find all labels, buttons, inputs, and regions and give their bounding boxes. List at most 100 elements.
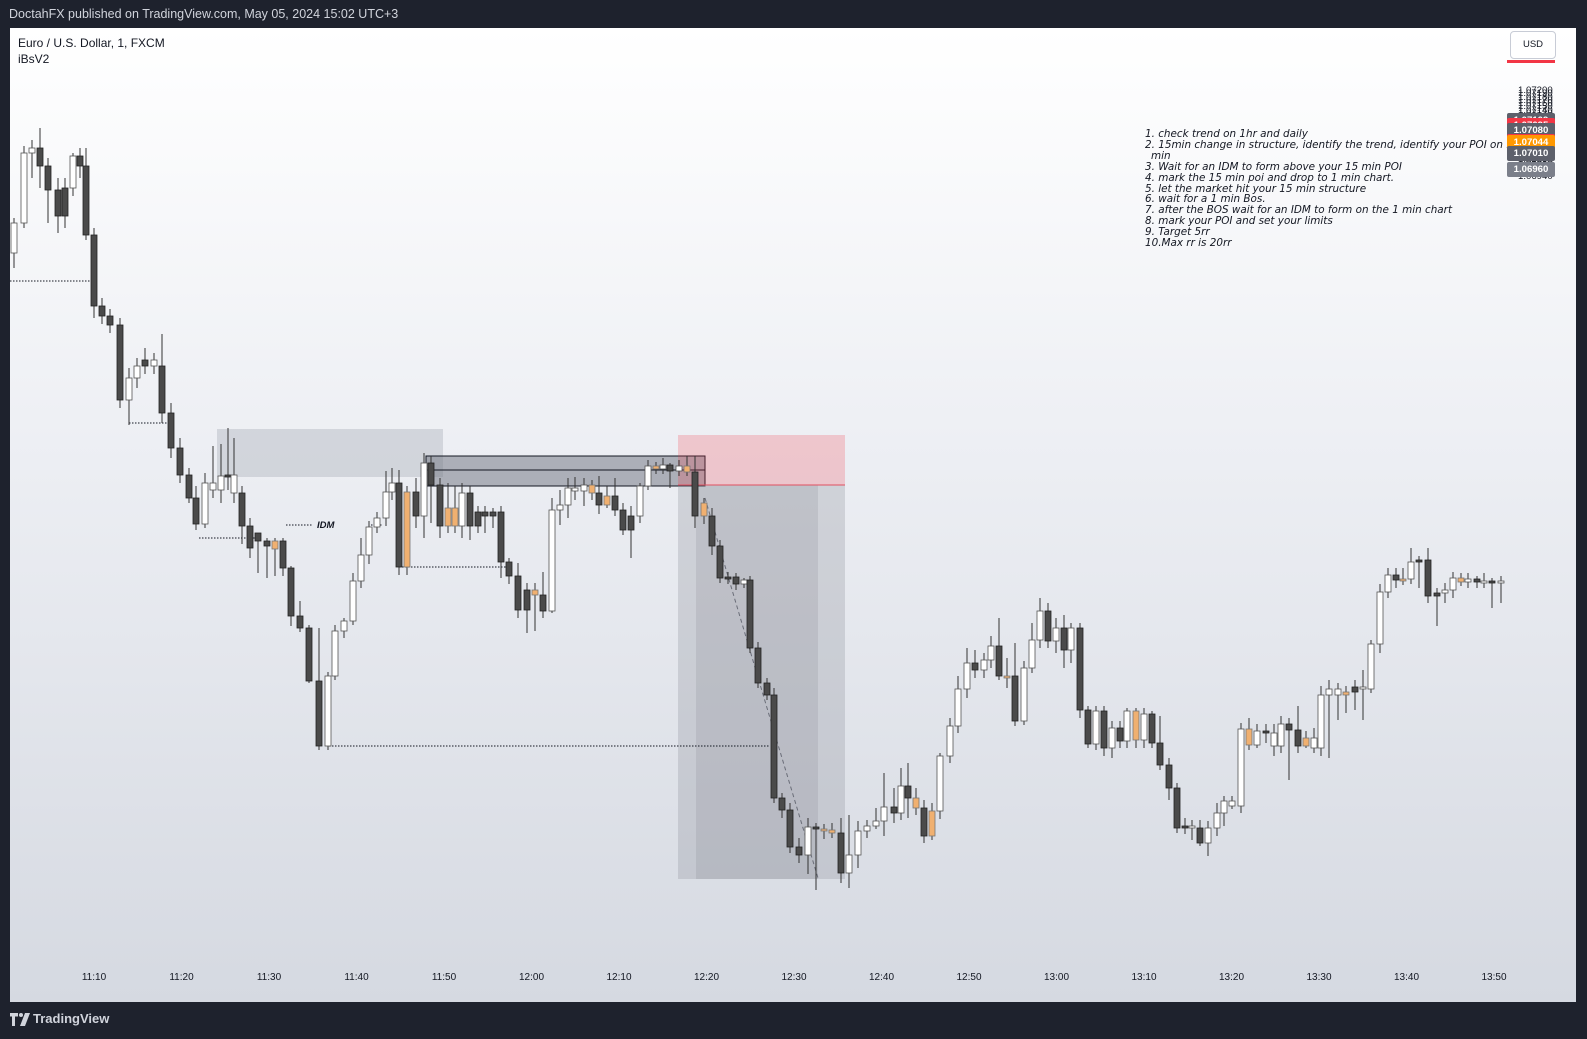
candle-body	[1181, 825, 1189, 829]
indicator-label[interactable]: iBsV2	[18, 52, 50, 66]
candle-body	[740, 579, 748, 585]
candle-body	[365, 526, 373, 556]
candle-body	[1342, 691, 1350, 696]
candle-body	[770, 694, 778, 799]
currency-button[interactable]: USD	[1510, 31, 1556, 59]
candle-body	[1367, 643, 1375, 690]
candle-body	[1262, 730, 1270, 734]
candle-body	[28, 147, 36, 154]
candle-body	[263, 540, 271, 547]
chart-legend: Euro / U.S. Dollar, 1, FXCM iBsV2	[18, 35, 165, 67]
candle-body	[880, 806, 888, 822]
candle-body	[1392, 574, 1400, 581]
price-tick: 1.07150	[1518, 101, 1553, 113]
candle-body	[1188, 825, 1196, 829]
price-tag: 1.07080	[1507, 122, 1555, 138]
candle-body	[1407, 561, 1415, 580]
candle-body	[331, 630, 339, 677]
candle-body	[746, 579, 754, 649]
candle-body	[691, 471, 699, 517]
candle-body	[1334, 688, 1342, 696]
price-tick: 1.07190	[1518, 88, 1553, 100]
candle-body	[995, 645, 1003, 677]
candle-body	[474, 511, 482, 527]
candle-body	[44, 165, 52, 191]
candle-body	[176, 447, 184, 476]
candle-body	[1277, 723, 1285, 747]
candle-body	[652, 465, 660, 470]
candle-body	[1457, 577, 1465, 583]
candle-body	[395, 482, 403, 568]
candle-body	[564, 487, 572, 506]
note-line: 5. let the market hit your 15 min struct…	[1145, 182, 1367, 195]
symbol-label[interactable]: Euro / U.S. Dollar, 1, FXCM	[18, 36, 165, 50]
candle-body	[1228, 800, 1236, 807]
candle-body	[230, 474, 238, 494]
time-tick: 11:50	[431, 972, 457, 983]
tradingview-logo-icon	[10, 1013, 30, 1026]
price-tick: 1.07200	[1518, 85, 1553, 96]
time-tick: 13:40	[1393, 972, 1420, 983]
candle-body	[238, 492, 246, 527]
candle-body	[659, 464, 667, 470]
price-tick: 1.07140	[1518, 104, 1553, 116]
candle-body	[69, 155, 77, 189]
price-tick: 1.07170	[1518, 94, 1553, 106]
candle-body	[458, 492, 466, 527]
candle-body	[820, 828, 828, 832]
candle-body	[427, 462, 435, 486]
candle-body	[158, 365, 166, 414]
candle-body	[675, 465, 683, 472]
candle-body	[571, 487, 579, 492]
candle-body	[254, 532, 262, 542]
candle-body	[1003, 675, 1011, 679]
candle-body	[1165, 764, 1173, 789]
candle-body	[920, 807, 928, 837]
price-chart[interactable]	[10, 28, 1576, 1002]
stop-loss-zone	[678, 435, 845, 485]
time-tick: 11:30	[256, 972, 282, 983]
candle-body	[812, 826, 820, 830]
candle-body	[1092, 710, 1100, 745]
candle-body	[928, 810, 936, 837]
candle-body	[324, 675, 332, 747]
candle-body	[863, 825, 871, 832]
candle-body	[946, 725, 954, 757]
candle-body	[1424, 559, 1432, 597]
candle-body	[872, 820, 880, 827]
candle-body	[683, 465, 691, 473]
price-tick: 1.07180	[1518, 91, 1553, 103]
projection-path	[704, 497, 819, 879]
candle-body	[305, 627, 313, 682]
time-tick: 11:20	[169, 972, 194, 983]
candle-body	[279, 540, 287, 569]
candle-body	[980, 659, 988, 671]
candle-body	[1076, 627, 1084, 711]
candle-body	[150, 359, 158, 367]
candle-body	[804, 826, 812, 856]
note-line: 1. check trend on 1hr and daily	[1145, 128, 1308, 140]
note-line: 10.Max rr is 20rr	[1145, 237, 1232, 250]
candle-body	[90, 234, 98, 307]
candle-body	[20, 152, 28, 224]
candle-body	[296, 615, 304, 629]
candle-body	[1237, 728, 1245, 807]
candle-body	[897, 785, 905, 814]
time-tick: 12:20	[693, 972, 720, 983]
strategy-notes[interactable]: 1. check trend on 1hr and daily 2. 15min…	[1145, 129, 1540, 249]
candle-body	[271, 540, 279, 550]
candle-body	[388, 482, 396, 493]
time-tick: 12:00	[518, 972, 545, 983]
chart-panel[interactable]: Euro / U.S. Dollar, 1, FXCM iBsV2 IDM 1.…	[10, 28, 1576, 1002]
candle-body	[666, 464, 674, 472]
footer-brand[interactable]: TradingView	[33, 1011, 110, 1026]
candle-body	[185, 474, 193, 499]
candle-body	[1441, 589, 1449, 594]
candle-body	[444, 507, 452, 527]
candle-body	[1270, 732, 1278, 747]
price-tag: 1.06960	[1507, 162, 1555, 178]
candle-body	[754, 647, 762, 684]
candle-body	[890, 806, 898, 814]
candle-body	[627, 515, 635, 531]
note-line: min	[1151, 149, 1171, 162]
